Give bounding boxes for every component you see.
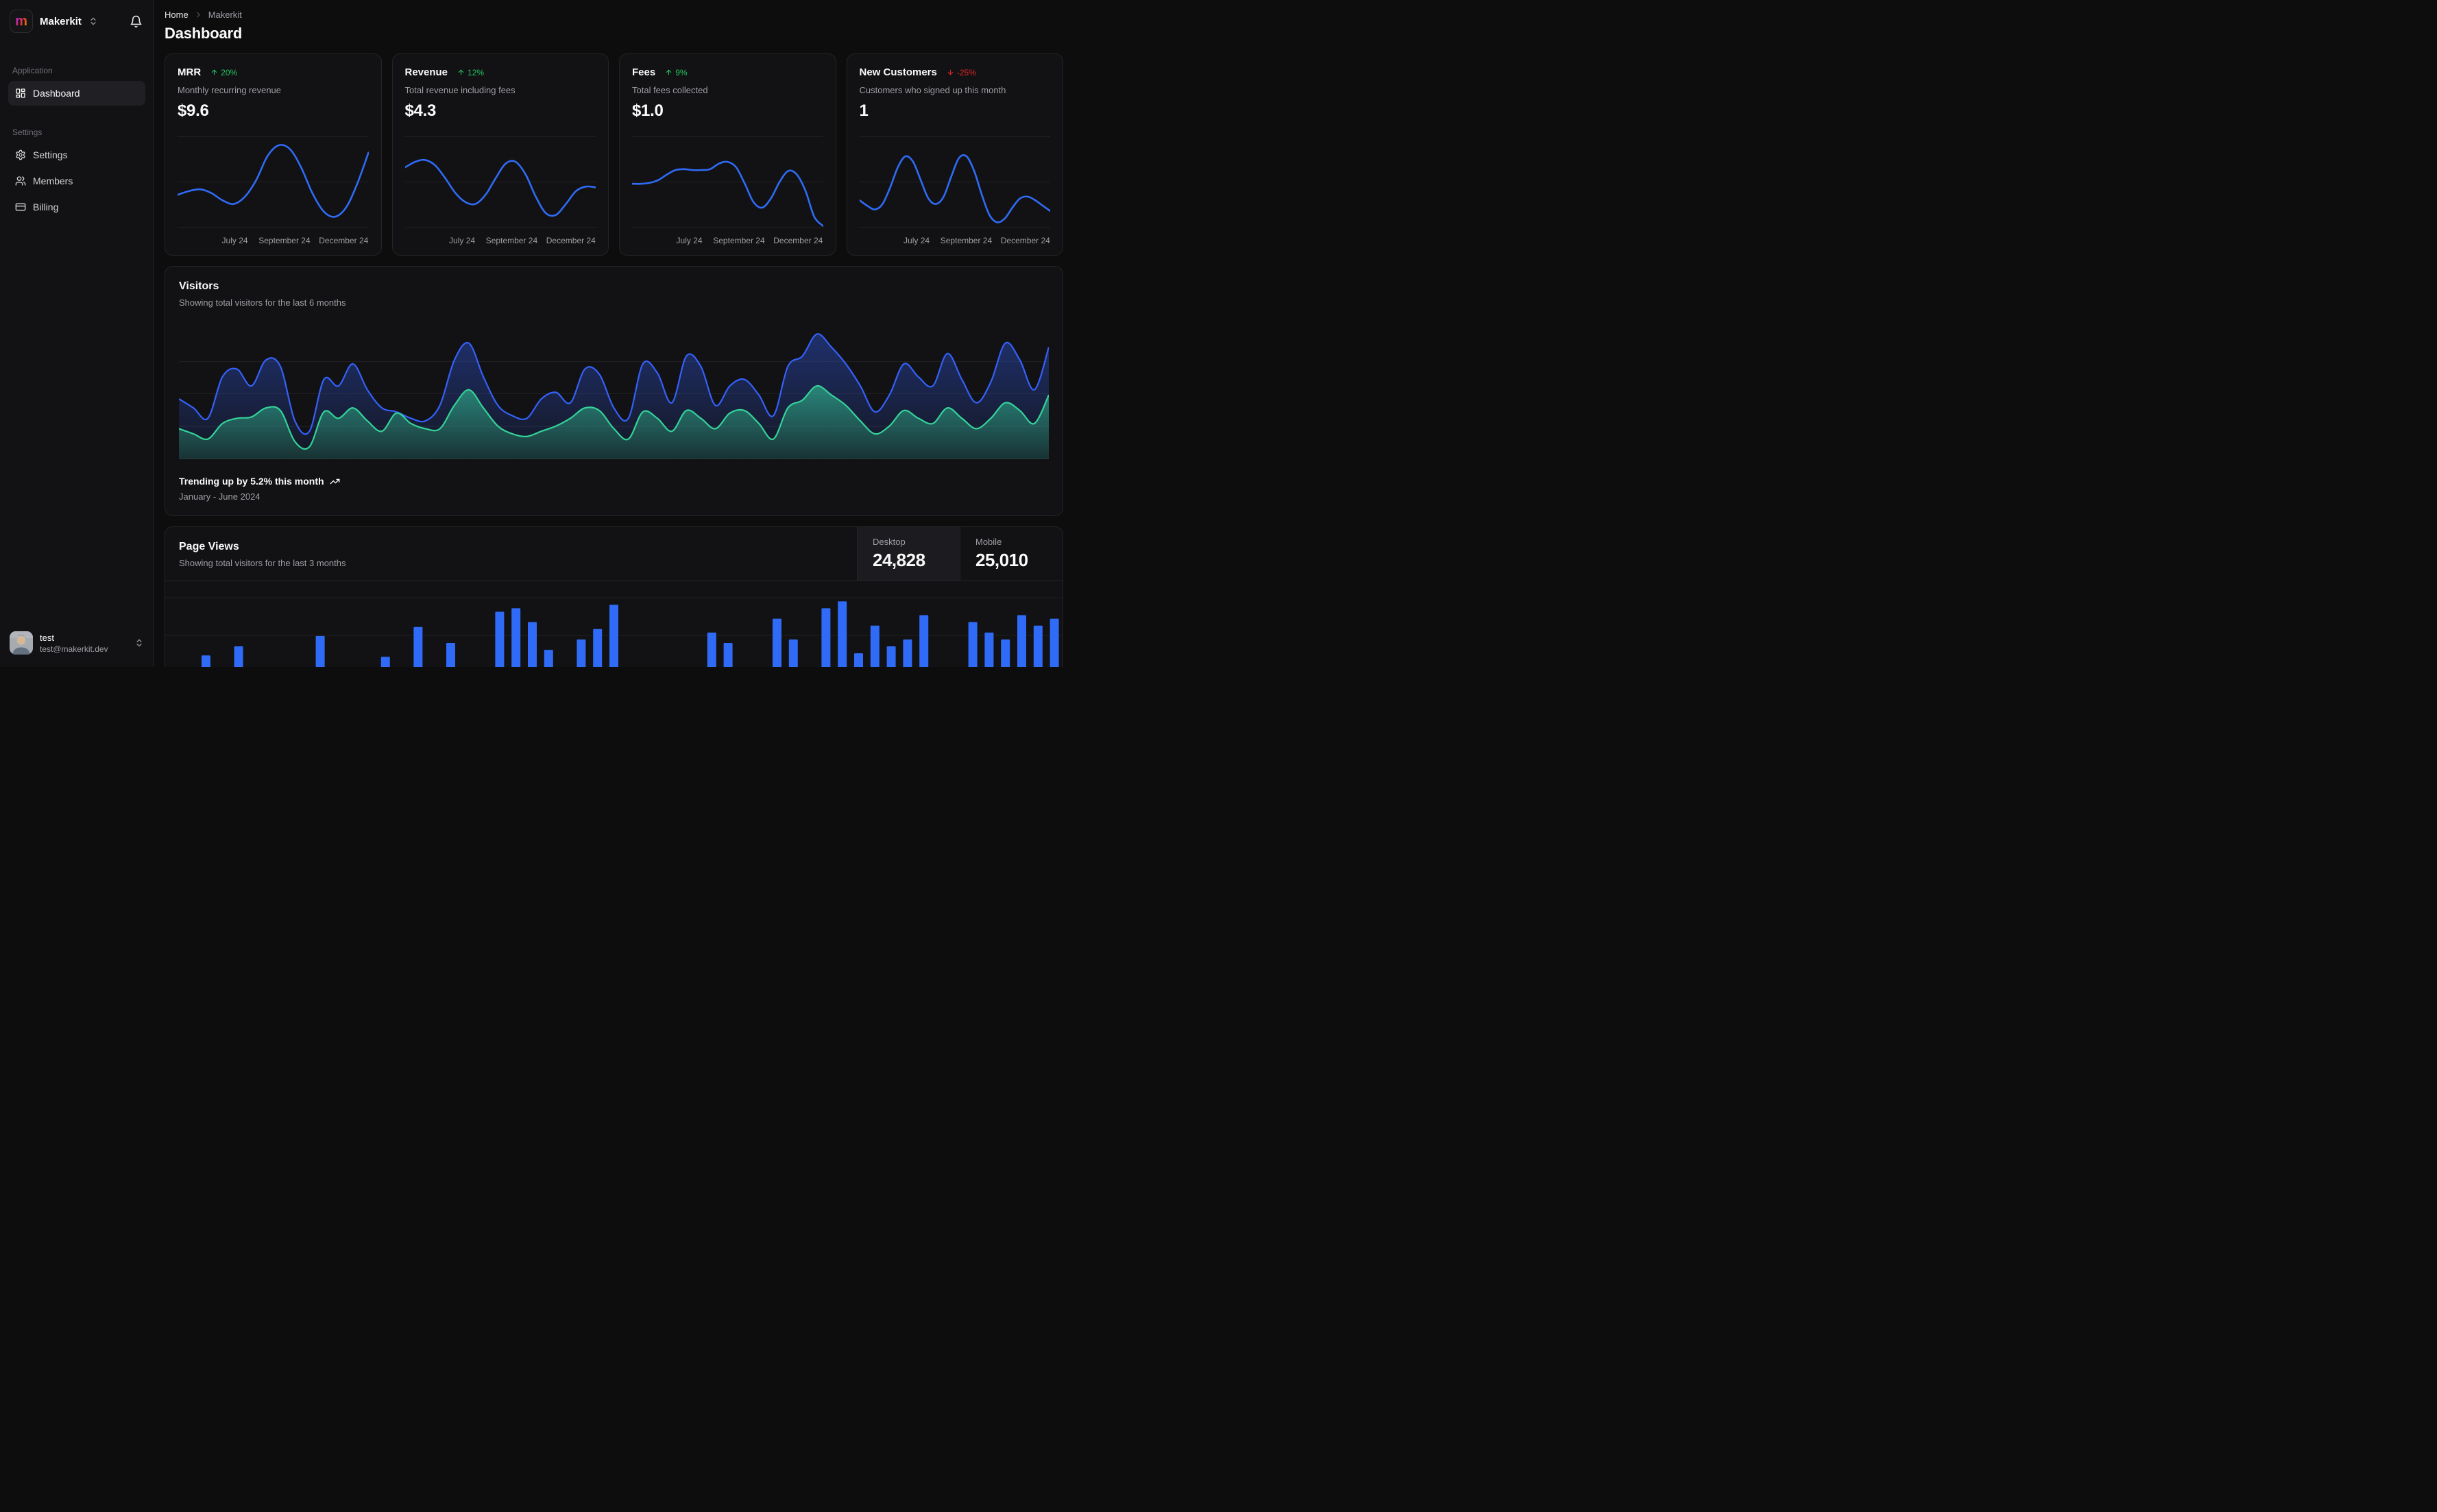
sidebar-item-settings[interactable]: Settings	[8, 143, 145, 167]
avatar	[10, 631, 33, 655]
x-axis-ticks: July 24 September 24 December 24	[221, 236, 369, 245]
workspace-row: m Makerkit	[8, 8, 145, 34]
sidebar: m Makerkit Application Dashboard Setting…	[0, 0, 154, 667]
visitors-title: Visitors	[179, 280, 219, 292]
notifications-button[interactable]	[127, 12, 145, 31]
page-views-header: Page Views Showing total visitors for th…	[165, 527, 1063, 581]
sparkline-chart	[632, 132, 823, 232]
stat-subtitle: Customers who signed up this month	[859, 85, 1006, 95]
stat-subtitle: Total revenue including fees	[404, 85, 516, 95]
user-name: test	[40, 632, 54, 643]
x-axis-ticks: July 24 September 24 December 24	[904, 236, 1050, 245]
layout-dashboard-icon	[16, 88, 25, 98]
workspace-name: Makerkit	[40, 15, 82, 27]
visitors-footer-range: January - June 2024	[179, 491, 260, 502]
stat-value: 1	[859, 101, 869, 120]
breadcrumb-current: Makerkit	[208, 9, 242, 20]
visitors-area-chart	[179, 326, 1049, 459]
stat-subtitle: Monthly recurring revenue	[178, 85, 282, 95]
visitors-subtitle: Showing total visitors for the last 6 mo…	[179, 297, 346, 308]
sidebar-item-billing[interactable]: Billing	[8, 195, 145, 219]
gear-icon	[16, 149, 25, 160]
stat-subtitle: Total fees collected	[632, 85, 708, 95]
sparkline-chart	[860, 132, 1051, 232]
sparkline-chart	[178, 132, 369, 232]
chevrons-up-down-icon	[136, 639, 142, 647]
x-axis-ticks: July 24 September 24 December 24	[676, 236, 823, 245]
page-views-card: Page Views Showing total visitors for th…	[165, 526, 1063, 667]
trend-badge: 12%	[457, 68, 484, 77]
breadcrumb-home-link[interactable]: Home	[165, 9, 189, 20]
x-axis-ticks: July 24 September 24 December 24	[449, 236, 596, 245]
credit-card-icon	[15, 203, 26, 211]
user-email: test@makerkit.dev	[40, 644, 108, 654]
user-menu[interactable]: test test@makerkit.dev	[8, 629, 145, 657]
page-views-title: Page Views	[179, 541, 239, 552]
workspace-switcher[interactable]: m Makerkit	[8, 8, 127, 34]
page-views-subtitle: Showing total visitors for the last 3 mo…	[179, 558, 346, 568]
stat-value: $1.0	[632, 101, 664, 120]
arrow-down-icon	[947, 69, 954, 75]
main-content: Home Makerkit Dashboard MRR 20% Monthly …	[154, 0, 1075, 667]
stat-title: Revenue	[404, 66, 448, 78]
stat-card-revenue: Revenue 12% Total revenue including fees…	[391, 53, 609, 256]
visitors-card: Visitors Showing total visitors for the …	[165, 266, 1063, 516]
stat-card-new-customers: New Customers -25% Customers who signed …	[846, 53, 1063, 256]
bell-icon	[130, 15, 142, 27]
stat-title: MRR	[178, 66, 202, 78]
trend-badge: 20%	[210, 68, 237, 77]
stat-value: $9.6	[178, 101, 209, 120]
trending-up-icon	[330, 478, 340, 484]
trend-badge: -25%	[947, 68, 976, 77]
stat-cards-row: MRR 20% Monthly recurring revenue $9.6 J…	[165, 53, 1063, 256]
sparkline-chart	[405, 132, 596, 232]
stat-card-mrr: MRR 20% Monthly recurring revenue $9.6 J…	[165, 53, 382, 256]
stat-title: Fees	[632, 66, 656, 78]
users-icon	[15, 176, 26, 186]
arrow-up-icon	[211, 69, 217, 75]
stat-card-fees: Fees 9% Total fees collected $1.0 July 2…	[619, 53, 836, 256]
makerkit-logo: m	[10, 10, 33, 33]
sidebar-item-members[interactable]: Members	[8, 169, 145, 193]
arrow-up-icon	[666, 69, 672, 75]
chevrons-up-down-icon	[90, 17, 96, 25]
stat-title: New Customers	[859, 66, 937, 78]
trend-badge: 9%	[665, 68, 688, 77]
arrow-up-icon	[458, 69, 464, 75]
visitors-footer-trend: Trending up by 5.2% this month	[179, 476, 1049, 487]
sidebar-item-dashboard[interactable]: Dashboard	[8, 81, 145, 106]
tab-mobile[interactable]: Mobile 25,010	[960, 527, 1063, 581]
sidebar-section-application: Application	[12, 66, 53, 75]
page-views-bar-chart	[165, 581, 1063, 667]
breadcrumb: Home Makerkit	[165, 8, 1063, 21]
tab-desktop[interactable]: Desktop 24,828	[857, 527, 960, 581]
sidebar-section-settings: Settings	[12, 127, 43, 137]
stat-value: $4.3	[404, 101, 437, 120]
chevron-right-icon	[196, 12, 200, 17]
page-title: Dashboard	[165, 25, 243, 42]
